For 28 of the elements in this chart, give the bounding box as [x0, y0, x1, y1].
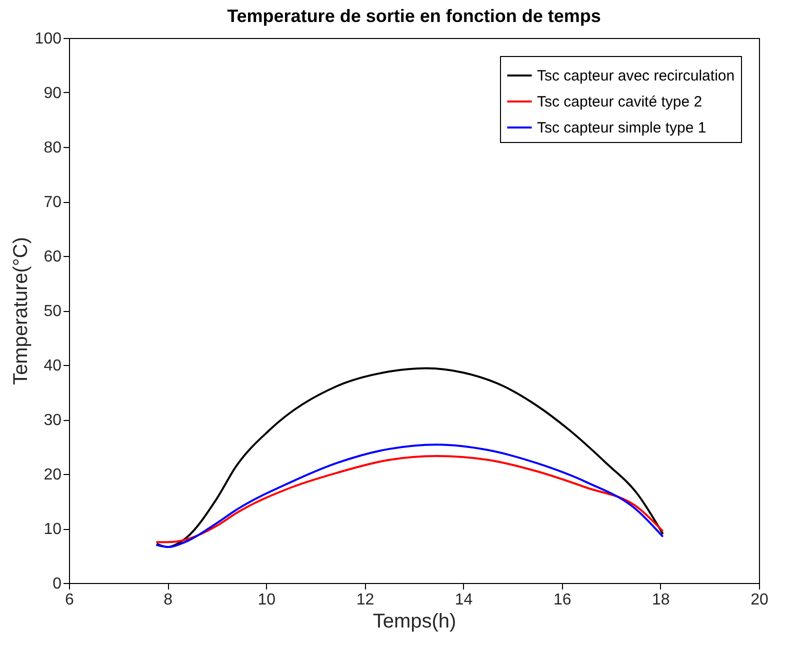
x-tick-label: 18	[652, 592, 670, 608]
y-tick-label: 100	[34, 30, 62, 48]
x-axis-title: Temps(h)	[372, 610, 456, 632]
line-series	[155, 444, 664, 548]
x-tick-label: 20	[750, 592, 768, 608]
x-tick-label: 12	[356, 592, 374, 608]
x-tick-label: 6	[65, 592, 74, 608]
y-tick-label: 50	[44, 303, 62, 320]
y-tick-label: 0	[52, 576, 62, 592]
y-tick-label: 70	[44, 194, 62, 211]
y-tick-label: 10	[44, 521, 62, 538]
y-tick-label: 80	[44, 140, 62, 156]
y-tick-label: 90	[44, 85, 62, 102]
chart-title: Temperature de sortie en fonction de temps	[227, 6, 601, 26]
legend-label: Tsc capteur avec recirculation	[537, 68, 735, 84]
y-tick-label: 40	[44, 358, 62, 374]
x-tick-label: 8	[164, 592, 173, 608]
legend-label: Tsc capteur simple type 1	[537, 120, 706, 136]
y-axis-title: Temperature(°C)	[10, 236, 32, 386]
x-tick-label: 14	[454, 592, 473, 608]
legend-label: Tsc capteur cavité type 2	[537, 94, 702, 110]
x-tick-label: 16	[553, 592, 572, 608]
line-series	[156, 367, 664, 548]
y-tick-label: 30	[44, 412, 62, 429]
line-series	[155, 455, 664, 544]
x-tick-label: 10	[258, 592, 276, 608]
y-tick-label: 20	[44, 466, 62, 484]
y-tick-label: 60	[44, 248, 62, 266]
